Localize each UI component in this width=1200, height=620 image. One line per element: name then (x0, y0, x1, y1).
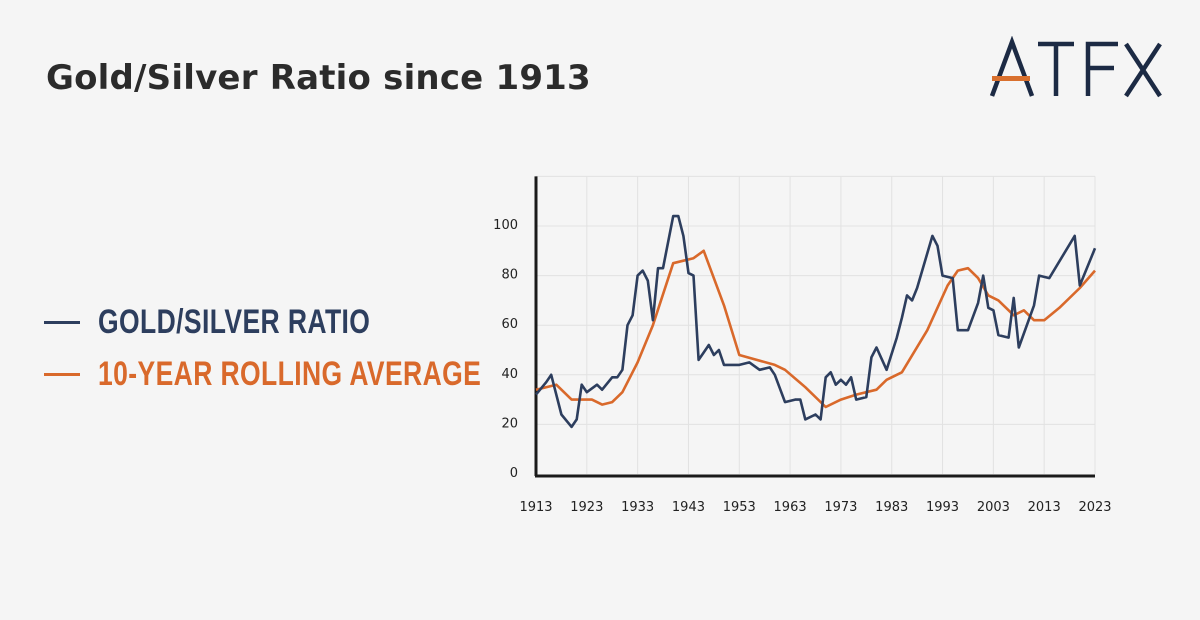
x-tick-label: 1913 (519, 500, 552, 515)
atfx-logo (989, 36, 1162, 98)
y-tick-label: 80 (501, 268, 518, 283)
x-tick-label: 2013 (1028, 500, 1061, 515)
x-tick-label: 1943 (672, 500, 705, 515)
legend-item-ratio: GOLD/SILVER RATIO (44, 296, 589, 348)
x-tick-label: 2023 (1078, 500, 1111, 515)
page-title: Gold/Silver Ratio since 1913 (46, 58, 591, 98)
series-line-gold-silver-ratio (534, 214, 1097, 429)
y-tick-label: 60 (501, 317, 518, 332)
x-tick-label: 1983 (875, 500, 908, 515)
x-tick-label: 1933 (621, 500, 654, 515)
x-tick-label: 1923 (570, 500, 603, 515)
x-tick-label: 1953 (723, 500, 756, 515)
legend-swatch-average (44, 372, 80, 376)
x-tick-label: 1993 (926, 500, 959, 515)
series-line-rolling-average (535, 249, 1096, 409)
x-tick-label: 1973 (824, 500, 857, 515)
legend-label-ratio: GOLD/SILVER RATIO (98, 302, 371, 341)
legend: GOLD/SILVER RATIO 10-YEAR ROLLING AVERAG… (44, 296, 589, 400)
y-tick-label: 100 (493, 218, 518, 233)
y-tick-label: 40 (501, 367, 518, 382)
y-tick-label: 0 (510, 466, 518, 481)
x-tick-label: 1963 (774, 500, 807, 515)
legend-item-average: 10-YEAR ROLLING AVERAGE (44, 348, 589, 400)
legend-label-average: 10-YEAR ROLLING AVERAGE (98, 354, 482, 393)
y-tick-label: 20 (501, 416, 518, 431)
x-tick-label: 2003 (977, 500, 1010, 515)
legend-swatch-ratio (44, 320, 80, 324)
